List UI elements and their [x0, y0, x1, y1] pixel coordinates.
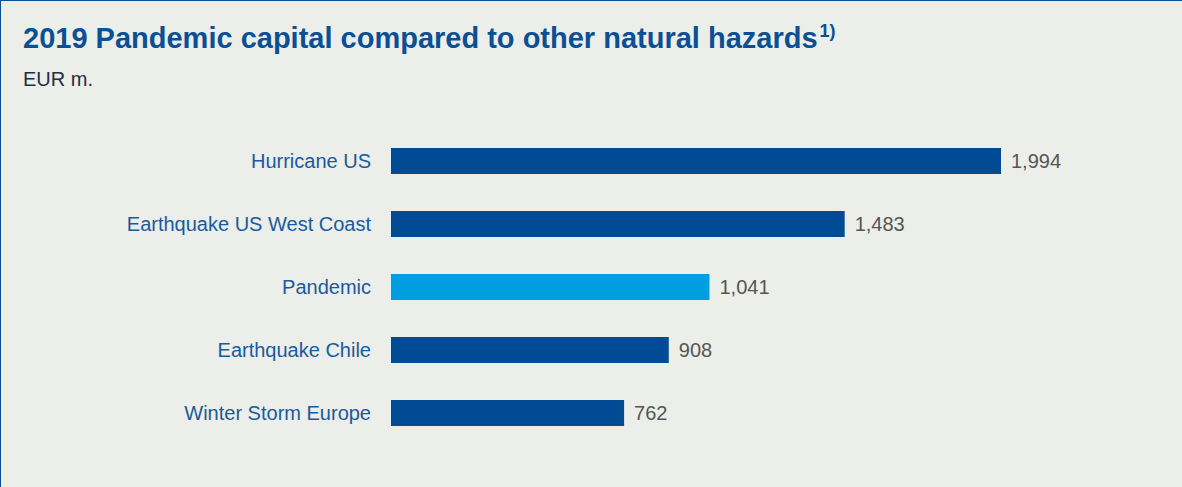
svg-text:Pandemic: Pandemic: [282, 276, 371, 298]
svg-text:1,994: 1,994: [1011, 150, 1061, 172]
svg-text:1,483: 1,483: [855, 213, 905, 235]
svg-text:Earthquake Chile: Earthquake Chile: [218, 339, 371, 361]
html-text:EUR m.: EUR m.: [23, 68, 93, 90]
svg-text:Hurricane US: Hurricane US: [251, 150, 371, 172]
svg-text:908: 908: [679, 339, 712, 361]
svg-text:Winter Storm Europe: Winter Storm Europe: [184, 402, 371, 424]
svg-text:762: 762: [634, 402, 667, 424]
html-text:2019 Pandemic capital compared: 2019 Pandemic capital compared to other …: [23, 21, 836, 54]
svg-text:Earthquake US West Coast: Earthquake US West Coast: [127, 213, 372, 235]
svg-text:1,041: 1,041: [719, 276, 769, 298]
